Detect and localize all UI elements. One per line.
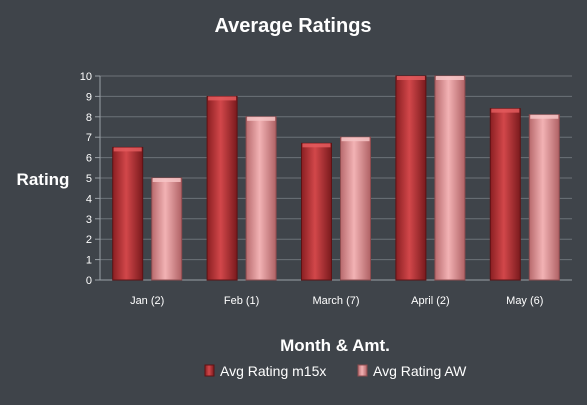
bar-top-highlight <box>530 114 559 119</box>
y-tick-label: 9 <box>86 91 92 103</box>
bar-top-highlight <box>208 96 237 101</box>
bar-top-highlight <box>152 178 181 182</box>
y-tick-label: 0 <box>86 275 92 287</box>
bar-top-highlight <box>113 147 142 152</box>
bar-aw-1 <box>245 116 277 281</box>
x-axis-title: Month & Amt. <box>280 336 390 355</box>
x-tick-label: April (2) <box>411 295 450 307</box>
x-tick-label: Jan (2) <box>130 295 164 307</box>
y-axis-title: Rating <box>17 170 70 189</box>
legend-swatch-0 <box>204 364 215 377</box>
bar-m15x-4 <box>489 108 521 281</box>
y-axis-ticks: 0 1 2 3 4 5 6 7 8 9 10 <box>80 71 92 287</box>
bar-m15x-3 <box>395 75 427 281</box>
y-tick-label: 8 <box>86 112 92 124</box>
bar-aw-0 <box>151 177 183 281</box>
y-tick-label: 5 <box>86 173 92 185</box>
bar-m15x-2 <box>301 142 332 281</box>
y-tick-label: 3 <box>86 214 92 226</box>
bar-aw-2 <box>340 136 371 281</box>
x-tick-label: Feb (1) <box>224 295 259 307</box>
legend: Avg Rating m15x Avg Rating AW <box>204 363 467 379</box>
y-tick-label: 10 <box>80 71 92 83</box>
x-tick-label: May (6) <box>506 295 543 307</box>
bar-m15x-1 <box>206 95 238 281</box>
y-tick-label: 2 <box>86 234 92 246</box>
bar-aw-4 <box>528 114 560 281</box>
bar-top-highlight <box>435 76 464 80</box>
legend-label-0: Avg Rating m15x <box>220 363 326 379</box>
bar-aw-3 <box>434 75 466 281</box>
legend-label-1: Avg Rating AW <box>373 363 467 379</box>
x-tick-label: March (7) <box>312 295 359 307</box>
bar-top-highlight <box>247 116 276 121</box>
y-tick-label: 4 <box>86 193 92 205</box>
bar-top-highlight <box>341 137 370 142</box>
y-tick-label: 1 <box>86 255 92 267</box>
bar-top-highlight <box>491 108 520 113</box>
bar-top-highlight <box>302 143 331 148</box>
x-axis-ticks: Jan (2) Feb (1) March (7) April (2) May (6) <box>130 295 543 307</box>
bar-m15x-0 <box>112 146 144 281</box>
bar-top-highlight <box>396 76 425 80</box>
legend-swatch-1 <box>357 364 368 377</box>
bars <box>112 75 560 281</box>
y-tick-label: 6 <box>86 153 92 165</box>
chart-title: Average Ratings <box>214 15 371 37</box>
y-tick-label: 7 <box>86 132 92 144</box>
